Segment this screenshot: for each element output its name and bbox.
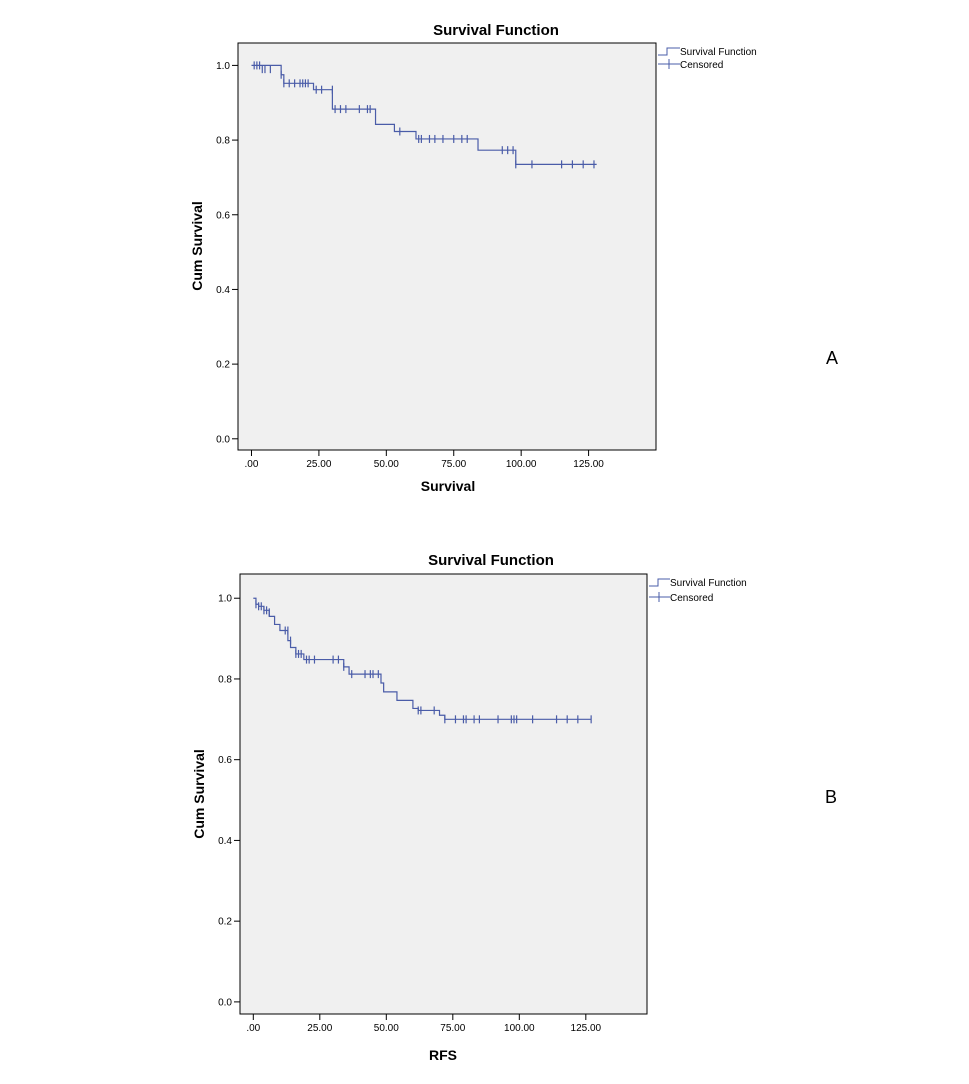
chart-b-xtick-label: .00	[246, 1023, 260, 1034]
chart-b-xtick-label: 50.00	[374, 1023, 399, 1034]
chart-b: Survival Function 0.0 0.2 0.4 0.6 0.8 1.0 .00…	[191, 552, 837, 1063]
chart-b-ytick-label: 0.4	[218, 836, 232, 847]
chart-b-ytick-label: 1.0	[218, 594, 232, 605]
chart-b-legend-line-swatch	[649, 578, 670, 587]
chart-b-xtick-label: 75.00	[440, 1023, 465, 1034]
chart-b-legend-survival: Survival Function	[670, 578, 747, 589]
chart-b-legend-censored: Censored	[670, 593, 713, 604]
chart-a-xtick-label: .00	[245, 459, 259, 470]
chart-b-y-axis: 0.0 0.2 0.4 0.6 0.8 1.0	[218, 594, 240, 1008]
chart-a-title: Survival Function	[433, 22, 559, 39]
chart-a-x-label: Survival	[421, 478, 475, 494]
chart-a-legend-line-swatch	[658, 47, 680, 56]
chart-a-xtick-label: 125.00	[573, 459, 604, 470]
chart-a-plot-area	[237, 42, 657, 451]
chart-a-survival-line	[251, 64, 597, 165]
chart-a-legend-censored: Censored	[680, 60, 723, 71]
chart-a-ytick-label: 0.2	[216, 360, 230, 371]
chart-a-ytick-label: 0.8	[216, 136, 230, 147]
chart-b-x-label: RFS	[429, 1047, 457, 1063]
chart-b-legend: Survival Function Censored	[649, 578, 747, 604]
chart-a-xtick-label: 100.00	[506, 459, 537, 470]
chart-b-ytick-label: 0.2	[218, 917, 232, 928]
chart-b-y-label: Cum Survival	[191, 749, 207, 838]
chart-a-ytick-label: 0.0	[216, 434, 230, 445]
chart-a-series	[251, 61, 597, 169]
chart-a-panel-label: A	[826, 348, 838, 368]
chart-b-title: Survival Function	[428, 552, 554, 569]
chart-a-ytick-label: 0.4	[216, 285, 230, 296]
chart-a-ytick-label: 0.6	[216, 210, 230, 221]
chart-b-xtick-label: 25.00	[307, 1023, 332, 1034]
chart-a-xtick-label: 75.00	[441, 459, 466, 470]
chart-b-ytick-label: 0.8	[218, 674, 232, 685]
chart-a-xtick-label: 50.00	[374, 459, 399, 470]
chart-a-legend: Survival Function Censored	[658, 47, 757, 71]
chart-b-xtick-label: 100.00	[504, 1023, 535, 1034]
chart-a-y-label: Cum Survival	[189, 201, 205, 290]
chart-a-legend-survival: Survival Function	[680, 47, 757, 58]
chart-a-xtick-label: 25.00	[306, 459, 331, 470]
chart-b-ytick-label: 0.6	[218, 755, 232, 766]
chart-b-plot-area	[239, 573, 648, 1015]
chart-a-y-axis: 0.0 0.2 0.4 0.6 0.8 1.0	[216, 61, 238, 445]
chart-b-panel-label: B	[825, 787, 837, 807]
chart-b-series	[253, 597, 592, 724]
chart-a: Survival Function 0.0 0.2 0.4 0.6 0.8 1.0 .00…	[189, 22, 838, 494]
chart-b-xtick-label: 125.00	[571, 1023, 602, 1034]
chart-b-x-axis: .00 25.00 50.00 75.00 100.00 125.00	[246, 1014, 602, 1034]
chart-a-ytick-label: 1.0	[216, 61, 230, 72]
chart-b-ytick-label: 0.0	[218, 997, 232, 1008]
chart-a-x-axis: .00 25.00 50.00 75.00 100.00 125.00	[245, 450, 604, 470]
